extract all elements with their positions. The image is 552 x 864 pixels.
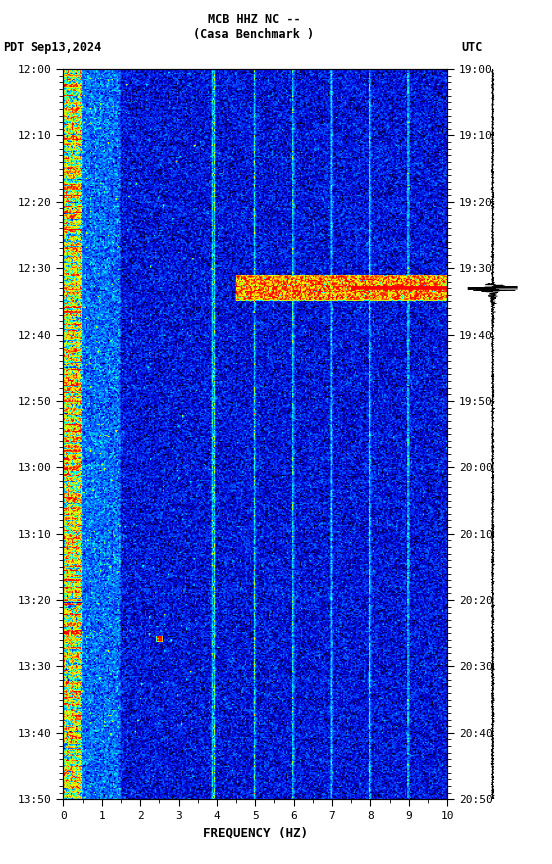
Text: (Casa Benchmark ): (Casa Benchmark )	[193, 28, 315, 41]
Text: MCB HHZ NC --: MCB HHZ NC --	[208, 13, 300, 26]
Text: Sep13,2024: Sep13,2024	[30, 41, 102, 54]
X-axis label: FREQUENCY (HZ): FREQUENCY (HZ)	[203, 827, 308, 840]
Text: PDT: PDT	[3, 41, 24, 54]
Text: UTC: UTC	[461, 41, 482, 54]
